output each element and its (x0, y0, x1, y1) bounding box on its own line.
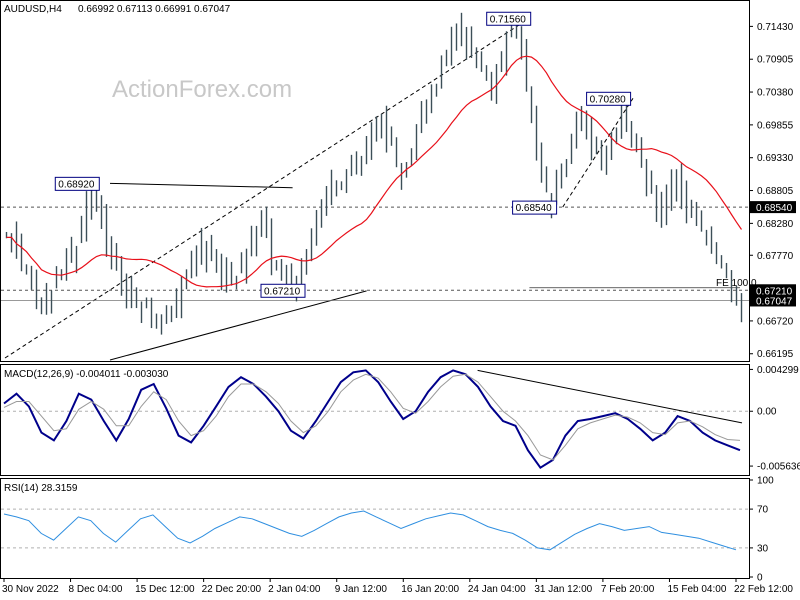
x-tick-label: 16 Jan 20:00 (401, 584, 459, 595)
x-tick-label: 2 Jan 04:00 (268, 584, 321, 595)
x-tick-label: 9 Jan 12:00 (335, 584, 388, 595)
rsi-pane-frame (0, 478, 750, 579)
price-tick-label: 0.70905 (757, 55, 794, 66)
price-tick-label: 0.71430 (757, 22, 794, 33)
macd-signal-line (3, 373, 741, 461)
rsi-tick-label: 30 (757, 543, 769, 554)
price-tick-label: 0.66720 (757, 316, 794, 327)
price-tick-label: 0.68280 (757, 219, 794, 230)
x-tick-label: 22 Feb 12:00 (734, 584, 793, 595)
price-tag-label: 0.68540 (756, 203, 793, 214)
price-tag-box (750, 284, 796, 297)
x-tick-label: 30 Nov 2022 (2, 584, 59, 595)
price-tag-label: 0.67210 (756, 286, 793, 297)
price-ohlc-readout: 0.66992 0.67113 0.66991 0.67047 (78, 4, 231, 15)
x-tick-label: 24 Jan 04:00 (468, 584, 526, 595)
x-tick-label: 7 Feb 20:00 (601, 584, 655, 595)
price-callout-label: 0.68920 (58, 179, 95, 190)
macd-lines (3, 369, 743, 470)
macd-tick-label: 0.004299 (757, 365, 799, 376)
rsi-pane-title: RSI(14) 28.3159 (4, 483, 78, 494)
x-axis-labels: 30 Nov 2022 8 Dec 04:00 15 Dec 12:00 22 Dec… (2, 578, 793, 595)
price-tick-label: 0.69855 (757, 120, 794, 131)
price-callout-label: 0.71560 (490, 14, 527, 25)
price-tag-box (750, 294, 796, 307)
price-callouts: 0.71560 0.70280 0.68540 0.68920 0.67210 FE 10… (54, 11, 757, 298)
price-callout-label: 0.70280 (590, 94, 627, 105)
channel-lower-line (109, 290, 367, 361)
price-tick-label: 0.70380 (757, 88, 794, 99)
rsi-tick-label: 0 (757, 573, 763, 584)
price-callout-label: 0.68540 (516, 203, 553, 214)
resistance-line (109, 182, 293, 189)
x-tick-label: 8 Dec 04:00 (69, 584, 123, 595)
price-tick-label: 0.69330 (757, 153, 794, 164)
y-axis-labels: 0.71430 0.70905 0.70380 0.69855 0.69330 0.688… (749, 22, 800, 584)
fe-label: FE 100.0 (716, 278, 757, 289)
rsi-tick-label: 100 (757, 476, 774, 487)
sma-line (6, 55, 742, 288)
price-callout-box (512, 200, 558, 215)
macd-tick-label: 0.00 (757, 407, 777, 418)
rsi-line (3, 510, 737, 551)
x-tick-label: 31 Jan 12:00 (534, 584, 592, 595)
price-tick-label: 0.66195 (757, 349, 794, 360)
x-tick-label: 15 Feb 04:00 (667, 584, 726, 595)
price-pane-frame (0, 0, 750, 362)
price-callout-box (54, 176, 100, 191)
price-callout-label: 0.67210 (264, 286, 301, 297)
price-tick-label: 0.67770 (757, 251, 794, 262)
rsi-tick-label: 70 (757, 505, 769, 516)
grid-lines (1, 410, 749, 549)
price-callout-box (260, 283, 306, 298)
watermark: ActionForex.com (112, 76, 292, 103)
price-tag-box (750, 201, 796, 214)
price-pane-title: AUDUSD,H4 (4, 4, 62, 15)
macd-pane-frame (0, 364, 750, 476)
moving-average (6, 55, 742, 288)
price-tag-label: 0.67047 (756, 296, 793, 307)
price-callout-box (586, 91, 632, 106)
macd-pane-title: MACD(12,26,9) -0.004011 -0.003030 (4, 369, 169, 380)
x-tick-label: 15 Dec 12:00 (135, 584, 195, 595)
macd-trendline (477, 369, 743, 424)
x-tick-label: 22 Dec 20:00 (202, 584, 262, 595)
macd-tick-label: -0.005636 (757, 462, 800, 473)
price-callout-box (486, 11, 532, 26)
price-tick-label: 0.68805 (757, 186, 794, 197)
rsi-lines (3, 510, 737, 551)
